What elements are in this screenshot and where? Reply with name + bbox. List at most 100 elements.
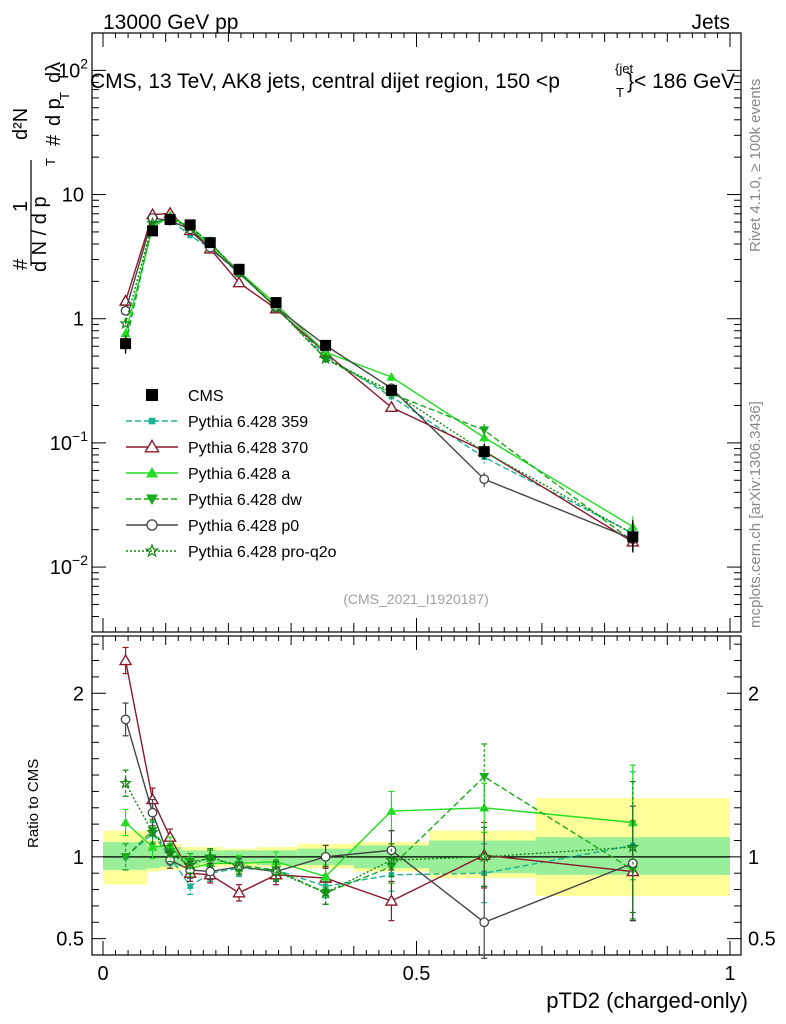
data-point <box>184 219 196 231</box>
ratio-plot-frame <box>91 635 742 956</box>
legend-marker-pythia-6-428-p0 <box>146 519 158 531</box>
x-tick-label: 0 <box>97 963 108 985</box>
ratio-tick-label: 1 <box>73 847 84 869</box>
mcplots-label: mcplots.cern.ch [arXiv:1306.3436] <box>747 401 764 628</box>
legend-label-pythia-6-428-dw: Pythia 6.428 dw <box>188 492 302 509</box>
series-point-pythia-6-428-p0 <box>120 305 131 316</box>
data-point <box>164 213 176 225</box>
data-point <box>320 339 332 351</box>
ratio-point-pythia-6-428-a <box>320 871 331 881</box>
ratio-point-pythia-6-428-dw <box>479 772 490 782</box>
energy-label: 13000 GeV pp <box>103 11 238 34</box>
ratio-point-pythia-6-428-370 <box>232 885 246 898</box>
y-tick-label: 10−2 <box>50 552 88 579</box>
y-label-hash-1: # <box>10 258 32 270</box>
data-point <box>233 263 245 275</box>
series-point-pythia-6-428-pro-q2o <box>319 352 332 365</box>
legend-label-pythia-6-428-370: Pythia 6.428 370 <box>188 440 308 457</box>
series-point-pythia-6-428-359 <box>187 232 193 239</box>
rivet-label: Rivet 4.1.0, ≥ 100k events <box>747 79 764 252</box>
data-point <box>627 531 639 543</box>
y-label-sub-t1: T <box>43 158 58 166</box>
ratio-tick-label-right: 1 <box>748 847 759 869</box>
ratio-point-pythia-6-428-dw <box>120 853 131 862</box>
data-point <box>385 384 397 396</box>
ratio-point-pythia-6-428-a <box>147 842 158 851</box>
ratio-y-axis-label: Ratio to CMS <box>25 759 42 848</box>
data-point <box>478 446 490 458</box>
ratio-tick-label-right: 0.5 <box>748 929 776 951</box>
ratio-point-pythia-6-428-pro-q2o <box>626 840 640 853</box>
series-line-pythia-6-428-359 <box>124 218 634 534</box>
category-label: Jets <box>691 11 730 34</box>
ratio-tick-label: 2 <box>73 683 84 705</box>
chart-title-main: CMS, 13 TeV, AK8 jets, central dijet reg… <box>90 70 560 93</box>
ratio-point-pythia-6-428-pro-q2o <box>385 853 398 866</box>
data-point <box>270 297 282 309</box>
y-tick-label: 10 <box>62 185 84 207</box>
y-label-sub-t2: T <box>57 92 72 100</box>
x-tick-label: 0.5 <box>403 963 431 985</box>
legend-label-pythia-6-428-p0: Pythia 6.428 p0 <box>188 518 299 535</box>
y-label-one: 1 <box>10 201 32 212</box>
legend-label-cms: CMS <box>188 388 224 405</box>
ratio-point-pythia-6-428-pro-q2o <box>232 860 246 873</box>
y-axis-label: # 1 d N / d p T # d p T dλ d²N <box>10 62 72 272</box>
ratio-point-pythia-6-428-370 <box>118 653 133 666</box>
legend-marker-cms <box>146 389 158 401</box>
legend-marker-pythia-6-428-359 <box>148 417 156 425</box>
legend-label-pythia-6-428-359: Pythia 6.428 359 <box>188 414 308 431</box>
series-line-pythia-6-428-p0 <box>124 217 634 540</box>
chart-title: CMS, 13 TeV, AK8 jets, central dijet reg… <box>90 70 560 93</box>
ratio-point-pythia-6-428-pro-q2o <box>269 864 283 877</box>
main-plot-frame <box>91 32 742 633</box>
chart-watermark: (CMS_2021_I1920187) <box>343 591 489 607</box>
legend-marker-pythia-6-428-dw <box>146 494 158 505</box>
data-point <box>120 338 132 350</box>
series-point-pythia-6-428-dw <box>479 426 490 436</box>
ratio-point-pythia-6-428-pro-q2o <box>477 850 491 863</box>
legend-marker-pythia-6-428-a <box>146 467 158 478</box>
y-tick-label: 1 <box>73 309 84 331</box>
chart-title-end: }< 186 GeV <box>627 70 735 93</box>
chart-title-sup: {jet <box>615 61 633 76</box>
series-point-pythia-6-428-a <box>386 372 397 381</box>
y-tick-label: 102 <box>58 55 88 82</box>
y-label-hash-2: # <box>43 134 65 146</box>
series-point-pythia-6-428-370 <box>232 275 246 288</box>
ratio-point-pythia-6-428-pro-q2o <box>319 886 332 899</box>
ratio-point-pythia-6-428-pro-q2o <box>146 825 159 838</box>
ratio-point-pythia-6-428-a <box>386 806 397 815</box>
x-tick-label: 1 <box>724 963 735 985</box>
ratio-tick-label: 0.5 <box>56 929 84 951</box>
legend-label-pythia-6-428-pro-q2o: Pythia 6.428 pro-q2o <box>188 544 337 561</box>
ratio-tick-label-right: 2 <box>748 683 759 705</box>
y-label-dpt: d p <box>43 98 65 126</box>
y-label-d2n: d²N <box>10 108 32 140</box>
ratio-point-pythia-6-428-a <box>120 817 131 827</box>
series-point-pythia-6-428-p0 <box>479 474 490 485</box>
ratio-band-inner <box>256 850 298 866</box>
legend-marker-pythia-6-428-pro-q2o <box>144 543 160 558</box>
x-axis-label: pTD2 (charged-only) <box>546 988 748 1013</box>
ratio-point-pythia-6-428-pro-q2o <box>203 850 217 863</box>
series-point-pythia-6-428-a <box>320 347 331 357</box>
chart-title-sub: T <box>616 85 624 100</box>
series-point-pythia-6-428-370 <box>384 400 399 413</box>
series-point-pythia-6-428-pro-q2o <box>119 316 132 330</box>
legend-label-pythia-6-428-a: Pythia 6.428 a <box>188 466 290 483</box>
y-label-dn-dpt: d N / d p <box>29 196 51 272</box>
ratio-point-pythia-6-428-pro-q2o <box>119 776 132 789</box>
ratio-point-pythia-6-428-359 <box>187 883 193 890</box>
ratio-point-pythia-6-428-p0 <box>120 714 131 725</box>
data-point <box>204 237 216 249</box>
y-label-dlambda: dλ <box>43 62 65 83</box>
series-line-pythia-6-428-pro-q2o <box>124 217 634 535</box>
ratio-point-pythia-6-428-p0 <box>479 917 490 928</box>
ratio-point-pythia-6-428-p0 <box>205 866 216 877</box>
ratio-point-pythia-6-428-370 <box>384 894 399 906</box>
legend-marker-pythia-6-428-370 <box>144 439 160 453</box>
y-tick-label: 10−1 <box>50 428 88 455</box>
ratio-point-pythia-6-428-pro-q2o <box>163 846 177 859</box>
